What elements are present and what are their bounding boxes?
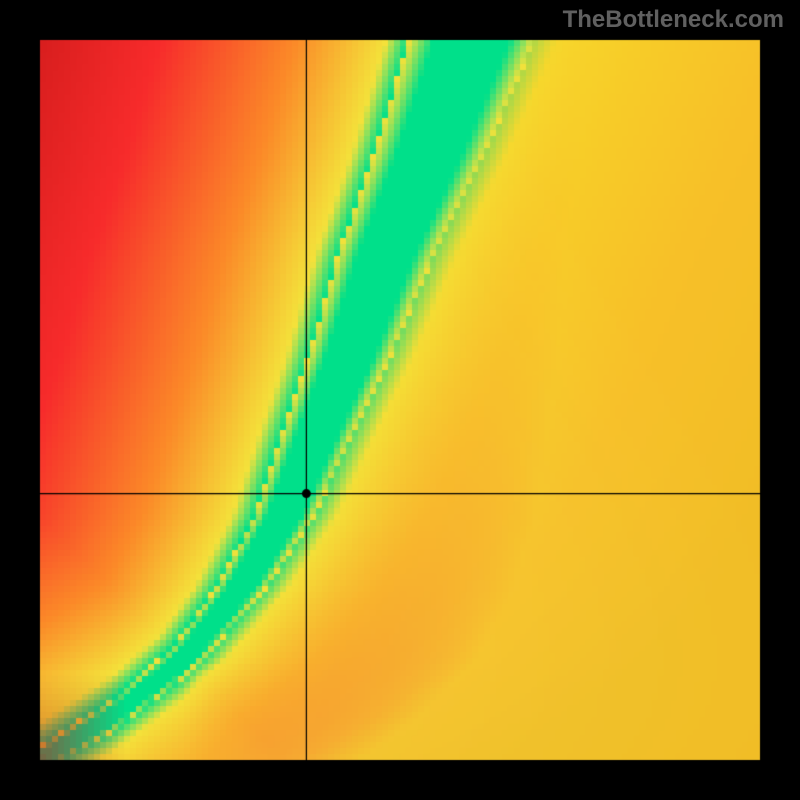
bottleneck-heatmap xyxy=(0,0,800,800)
watermark-text: TheBottleneck.com xyxy=(563,6,784,34)
chart-container: TheBottleneck.com xyxy=(0,0,800,800)
